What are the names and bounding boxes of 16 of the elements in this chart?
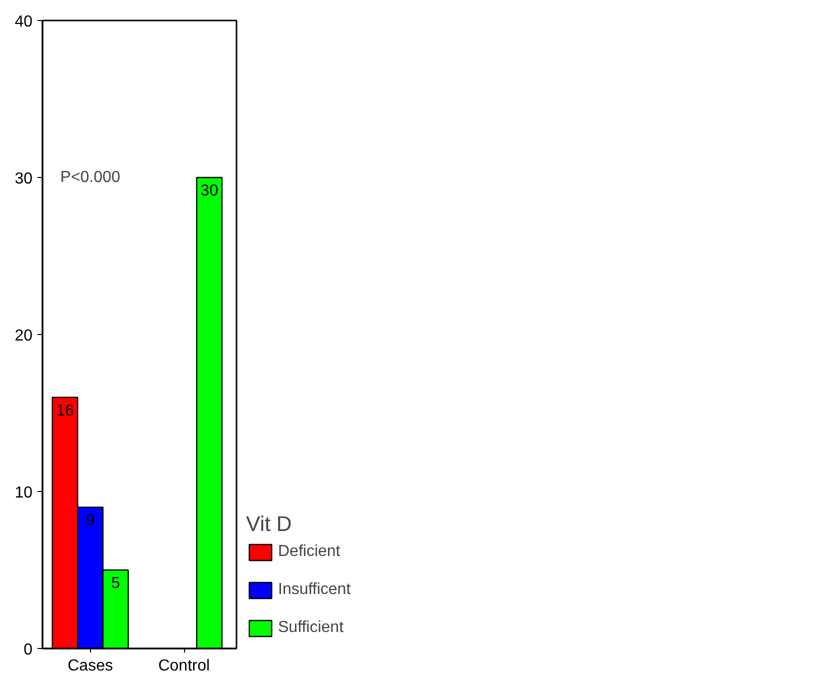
y-tick-label: 40 — [14, 14, 33, 30]
legend-label: Insufficent — [278, 581, 351, 599]
x-tick-label: Control — [158, 658, 210, 674]
annotation: P<0.000 — [60, 169, 120, 186]
x-tick-label: Cases — [68, 658, 113, 674]
y-tick-label: 10 — [14, 484, 33, 502]
data-label: 30 — [200, 182, 218, 200]
data-label: 9 — [86, 512, 95, 530]
y-tick-label: 20 — [14, 328, 33, 344]
data-label: 16 — [56, 402, 74, 420]
data-label: 5 — [111, 575, 120, 592]
legend-label: Deficient — [278, 543, 340, 561]
y-tick-label: 0 — [24, 642, 33, 658]
y-tick-label: 30 — [14, 170, 33, 188]
legend-label: Sufficient — [278, 619, 344, 637]
legend-title: Vit D — [246, 512, 293, 537]
